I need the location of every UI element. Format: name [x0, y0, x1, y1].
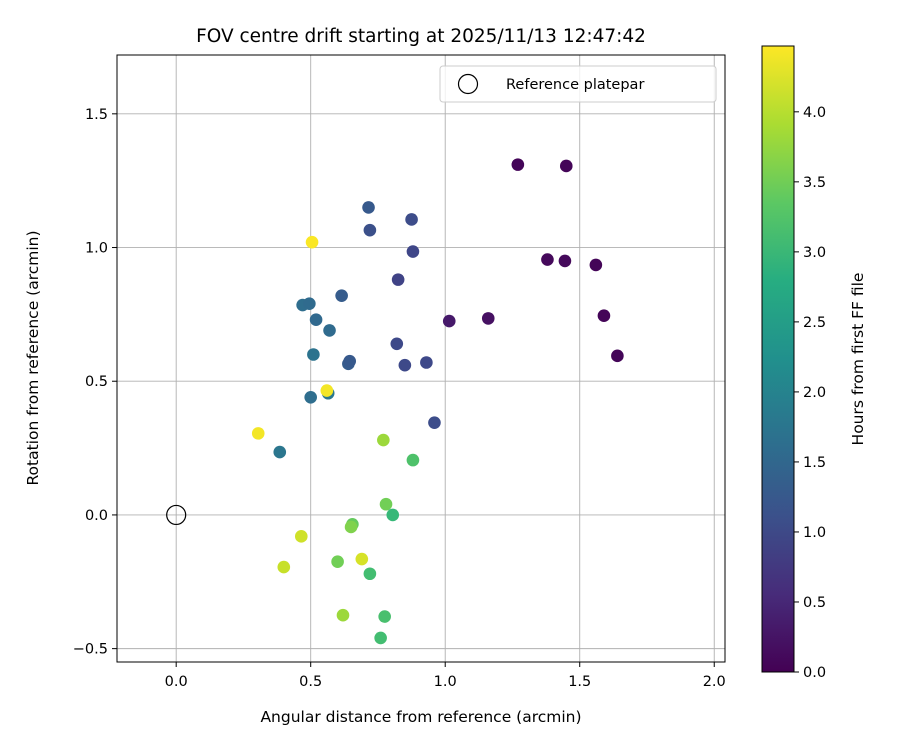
- data-points: [251, 158, 624, 645]
- reference-platepar-marker: [166, 504, 187, 526]
- data-point: [386, 508, 400, 522]
- y-axis: −0.5 0.0 0.5 1.0 1.5: [73, 107, 117, 658]
- y-tick-label: 1.5: [85, 107, 108, 123]
- data-point: [391, 273, 405, 286]
- data-point: [335, 289, 348, 302]
- colorbar-label: Hours from first FF file: [849, 273, 867, 446]
- data-point: [442, 314, 456, 328]
- data-point: [420, 356, 433, 369]
- colorbar-tick-label: 1.0: [803, 525, 826, 541]
- colorbar-tick-label: 3.5: [803, 175, 826, 191]
- colorbar: [761, 45, 795, 673]
- data-point: [589, 258, 603, 272]
- colorbar-tick-label: 4.0: [803, 105, 826, 121]
- colorbar-tick-label: 3.0: [803, 245, 826, 261]
- colorbar-tick-label: 2.0: [803, 385, 826, 401]
- x-tick-label: 1.5: [568, 674, 591, 690]
- data-point: [307, 348, 320, 361]
- colorbar-tick-label: 1.5: [803, 455, 826, 471]
- y-tick-label: 0.5: [85, 374, 108, 390]
- data-point: [363, 223, 377, 237]
- data-point: [277, 560, 291, 574]
- plot-frame: [116, 54, 726, 663]
- legend-marker-reference: [457, 73, 479, 95]
- colorbar-tick-label: 0.0: [803, 665, 826, 681]
- data-point: [611, 349, 624, 363]
- legend-label-reference: Reference platepar: [506, 77, 644, 93]
- data-point: [303, 297, 316, 310]
- legend: Reference platepar: [439, 65, 717, 103]
- colorbar-ticks: 0.0 0.5 1.0 1.5 2.0 2.5 3.0 3.5 4.0: [794, 105, 826, 681]
- data-point: [428, 416, 441, 429]
- data-point: [378, 610, 391, 623]
- data-point: [343, 354, 357, 368]
- x-tick-label: 1.0: [434, 674, 457, 690]
- data-point: [379, 497, 393, 511]
- data-point: [597, 309, 611, 323]
- data-point: [355, 552, 369, 566]
- data-point: [390, 337, 404, 351]
- data-point: [374, 631, 387, 645]
- data-point: [323, 324, 336, 337]
- data-point: [320, 384, 334, 397]
- y-tick-label: 0.0: [85, 508, 108, 524]
- x-axis: 0.0 0.5 1.0 1.5 2.0: [165, 662, 726, 690]
- x-axis-label: Angular distance from reference (arcmin): [260, 708, 581, 726]
- data-point: [398, 358, 412, 372]
- data-point: [304, 390, 317, 404]
- data-point: [309, 313, 323, 327]
- data-point: [294, 530, 308, 543]
- x-tick-label: 2.0: [703, 674, 726, 690]
- data-point: [344, 520, 358, 534]
- reference-point: [166, 504, 187, 526]
- data-point: [377, 433, 390, 447]
- data-point: [541, 253, 554, 266]
- data-point: [363, 567, 377, 581]
- data-point: [305, 235, 319, 249]
- x-tick-label: 0.0: [165, 674, 188, 690]
- chart-title: FOV centre drift starting at 2025/11/13 …: [196, 26, 646, 47]
- data-point: [406, 453, 420, 467]
- y-axis-label: Rotation from reference (arcmin): [24, 230, 42, 485]
- data-point: [273, 445, 287, 459]
- data-point: [405, 213, 418, 226]
- y-tick-label: −0.5: [73, 642, 108, 658]
- data-point: [251, 427, 265, 440]
- data-point: [362, 201, 375, 214]
- data-point: [558, 254, 572, 268]
- x-tick-label: 0.5: [299, 674, 322, 690]
- data-point: [481, 312, 495, 325]
- colorbar-tick-label: 2.5: [803, 315, 826, 331]
- data-point: [336, 608, 350, 622]
- legend-box: [439, 65, 717, 103]
- colorbar-tick-label: 0.5: [803, 595, 826, 611]
- data-point: [331, 555, 344, 569]
- y-tick-label: 1.0: [85, 241, 108, 257]
- data-point: [511, 158, 525, 171]
- data-point: [559, 159, 573, 173]
- data-point: [406, 245, 420, 258]
